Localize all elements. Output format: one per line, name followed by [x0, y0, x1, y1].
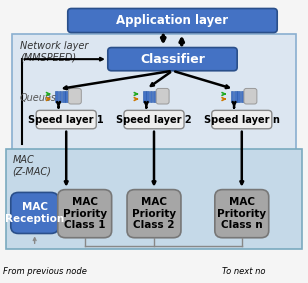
Bar — [59, 91, 61, 102]
Bar — [65, 91, 68, 102]
Bar — [237, 91, 240, 102]
FancyBboxPatch shape — [68, 8, 277, 33]
Text: To next no: To next no — [222, 267, 265, 276]
FancyBboxPatch shape — [6, 149, 302, 249]
FancyBboxPatch shape — [124, 110, 184, 129]
Text: Speed layer n: Speed layer n — [204, 115, 280, 125]
FancyBboxPatch shape — [68, 88, 81, 104]
Text: MAC
Priority
Class 1: MAC Priority Class 1 — [63, 197, 107, 230]
Text: Queues: Queues — [20, 93, 57, 103]
FancyBboxPatch shape — [12, 34, 296, 150]
FancyBboxPatch shape — [127, 190, 181, 238]
Bar — [55, 91, 58, 102]
FancyBboxPatch shape — [212, 110, 272, 129]
FancyBboxPatch shape — [244, 88, 257, 104]
Text: Speed layer 2: Speed layer 2 — [116, 115, 192, 125]
FancyBboxPatch shape — [58, 190, 112, 238]
Text: MAC
Reception: MAC Reception — [5, 202, 64, 224]
Text: Speed layer 1: Speed layer 1 — [28, 115, 104, 125]
Bar — [234, 91, 237, 102]
Bar — [153, 91, 156, 102]
Text: MAC
Priority
Class 2: MAC Priority Class 2 — [132, 197, 176, 230]
Bar — [146, 91, 149, 102]
Text: MAC
(Z-MAC): MAC (Z-MAC) — [12, 155, 51, 176]
Bar — [231, 91, 233, 102]
FancyBboxPatch shape — [156, 88, 169, 104]
FancyBboxPatch shape — [108, 48, 237, 71]
Text: MAC
Pritority
Class n: MAC Pritority Class n — [217, 197, 266, 230]
FancyBboxPatch shape — [36, 110, 96, 129]
Text: Network layer
(MMSPEED): Network layer (MMSPEED) — [20, 41, 88, 63]
FancyBboxPatch shape — [215, 190, 269, 238]
Text: Application layer: Application layer — [116, 14, 229, 27]
FancyBboxPatch shape — [11, 192, 59, 233]
Bar — [150, 91, 152, 102]
Bar — [241, 91, 244, 102]
Text: Classifier: Classifier — [140, 53, 205, 66]
Bar — [143, 91, 146, 102]
Text: From previous node: From previous node — [3, 267, 87, 276]
Bar — [62, 91, 65, 102]
